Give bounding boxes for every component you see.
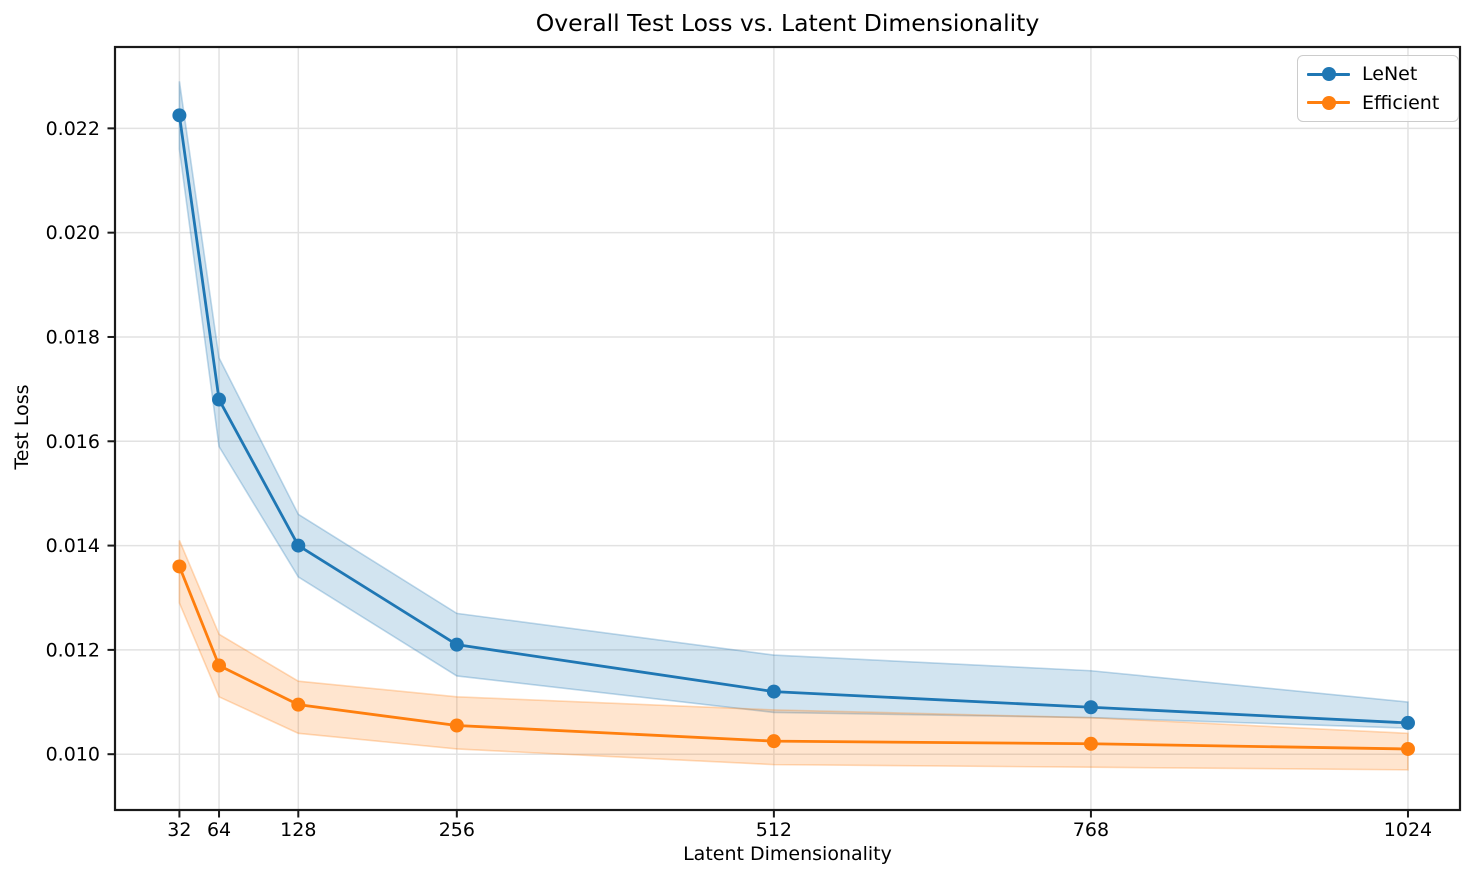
data-point-marker	[1400, 741, 1415, 756]
confidence-band-efficient	[178, 540, 1409, 771]
legend-label: Efficient	[1362, 91, 1440, 114]
gridlines	[115, 47, 1460, 810]
legend-item-lenet: LeNet	[1307, 60, 1450, 88]
data-point-marker	[449, 718, 464, 733]
data-point-marker	[1083, 736, 1098, 751]
data-point-marker	[291, 697, 306, 712]
y-tick-label: 0.020	[46, 222, 100, 244]
x-tick-label: 32	[167, 819, 191, 841]
x-tick-label: 512	[756, 819, 792, 841]
y-tick-label: 0.012	[46, 639, 100, 661]
x-tick-label: 1024	[1384, 819, 1432, 841]
legend-label: LeNet	[1362, 63, 1418, 86]
x-tick-label: 128	[280, 819, 316, 841]
x-tick-label: 768	[1073, 819, 1109, 841]
axes-spines	[113, 45, 1462, 812]
data-point-marker	[1083, 700, 1098, 715]
data-point-marker	[1400, 715, 1415, 730]
data-point-marker	[291, 538, 306, 553]
y-tick-label: 0.014	[46, 535, 100, 557]
y-axis-label: Test Loss	[11, 384, 33, 470]
y-tick-label: 0.010	[46, 744, 100, 766]
y-tick-label: 0.016	[46, 431, 100, 453]
y-tick-label: 0.018	[46, 326, 100, 348]
data-point-marker	[212, 392, 227, 407]
legend-line-marker-icon	[1307, 67, 1350, 82]
legend-item-efficient: Efficient	[1307, 89, 1450, 117]
x-tick-label: 256	[439, 819, 475, 841]
x-ticks: 32 64 128 256 512 768 1024	[167, 810, 1432, 841]
y-ticks: 0.010 0.012 0.014 0.016 0.018 0.020 0.022	[46, 118, 115, 766]
x-tick-label: 64	[207, 819, 231, 841]
data-point-marker	[172, 559, 187, 574]
data-point-marker	[212, 658, 227, 673]
data-point-marker	[766, 734, 781, 749]
data-point-marker	[172, 108, 187, 123]
markers-lenet	[172, 108, 1415, 730]
legend: LeNet Efficient	[1297, 55, 1459, 122]
data-point-marker	[449, 637, 464, 652]
chart-title: Overall Test Loss vs. Latent Dimensional…	[535, 9, 1040, 37]
y-tick-label: 0.022	[46, 118, 100, 140]
data-point-marker	[766, 684, 781, 699]
series-line-lenet	[178, 113, 1410, 725]
legend-line-marker-icon	[1307, 95, 1350, 110]
confidence-bands	[178, 81, 1409, 771]
markers-efficient	[172, 559, 1415, 756]
confidence-band-lenet	[178, 81, 1409, 729]
x-axis-label: Latent Dimensionality	[683, 843, 892, 865]
